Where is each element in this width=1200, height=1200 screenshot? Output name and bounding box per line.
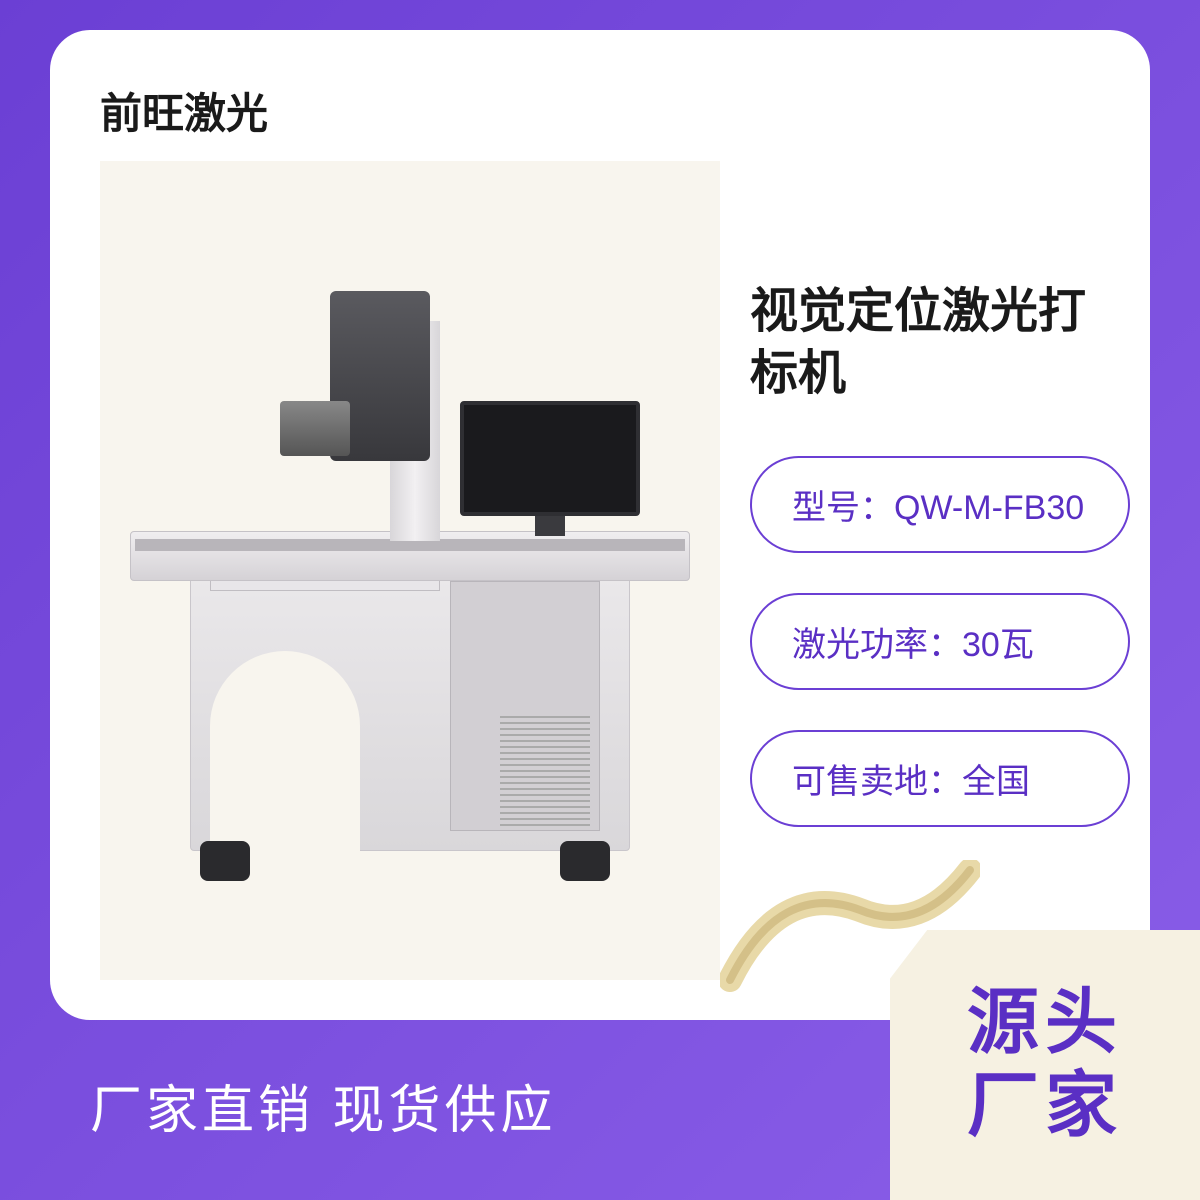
info-column: 视觉定位激光打标机 型号：QW-M-FB30 激光功率：30瓦 可售卖地：全国 bbox=[750, 161, 1130, 980]
product-card: 前旺激光 视觉定位激光打标机 型号：QW- bbox=[50, 30, 1150, 1020]
spec-model: 型号：QW-M-FB30 bbox=[750, 456, 1130, 553]
product-image bbox=[100, 161, 720, 980]
spec-label: 激光功率 bbox=[792, 626, 928, 664]
footer-slogan: 厂家直销 现货供应 bbox=[90, 1068, 556, 1143]
footer-bar: 厂家直销 现货供应 bbox=[0, 1010, 1200, 1200]
machine-illustration bbox=[130, 261, 690, 881]
spec-power: 激光功率：30瓦 bbox=[750, 593, 1130, 690]
product-title: 视觉定位激光打标机 bbox=[750, 281, 1130, 406]
spec-value: 全国 bbox=[962, 763, 1030, 801]
spec-value: QW-M-FB30 bbox=[894, 489, 1084, 527]
spec-region: 可售卖地：全国 bbox=[750, 730, 1130, 827]
spec-label: 型号 bbox=[792, 489, 860, 527]
content-row: 视觉定位激光打标机 型号：QW-M-FB30 激光功率：30瓦 可售卖地：全国 bbox=[100, 161, 1100, 980]
spec-value: 30瓦 bbox=[962, 626, 1034, 664]
spec-label: 可售卖地 bbox=[792, 763, 928, 801]
brand-name: 前旺激光 bbox=[100, 80, 1100, 141]
